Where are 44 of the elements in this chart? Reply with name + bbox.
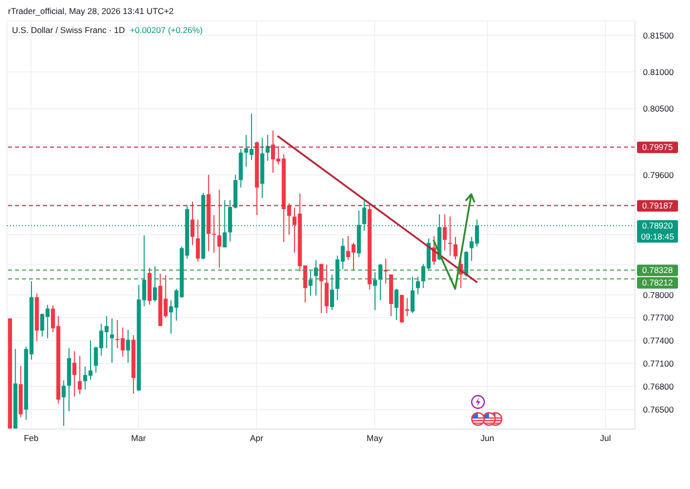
candlestick [410, 276, 415, 314]
y-tick-label: 0.77100 [643, 358, 674, 368]
candlestick [126, 329, 130, 364]
candlestick [378, 263, 382, 301]
y-tick-label: 0.77400 [643, 336, 674, 346]
ref-line-label: 0.78920 09:18:45 [640, 220, 674, 242]
candlestick [394, 288, 398, 320]
x-tick-label: Jul [600, 433, 612, 443]
candlestick [330, 274, 334, 311]
candlestick [72, 350, 76, 398]
x-tick-label: Mar [131, 433, 146, 443]
ref-line-label: 0.79187 [642, 200, 674, 210]
candlestick [308, 270, 313, 296]
candlestick [372, 272, 377, 311]
candlestick [319, 263, 324, 314]
candlestick [314, 260, 318, 296]
x-tick-label: Feb [24, 433, 39, 443]
y-tick-label: 0.80500 [643, 103, 674, 114]
x-tick-label: Apr [250, 433, 264, 443]
candlestick [152, 266, 157, 302]
x-tick-label: Jun [480, 433, 495, 443]
candlestick [217, 189, 222, 268]
y-tick-label: 0.81500 [643, 30, 674, 40]
y-tick-label: 0.76800 [643, 382, 674, 392]
candlestick [62, 380, 66, 426]
ref-line-label: 0.78328 [642, 264, 674, 275]
text: rTrader_official, May 28, 2026 13:41 UTC+2 [8, 5, 174, 17]
candlestick [196, 219, 200, 262]
y-tick-label: 0.76500 [643, 404, 674, 415]
candlestick [416, 276, 420, 295]
ref-line-label: 0.79975 [642, 142, 674, 152]
ref-line-label: 0.78212 [642, 277, 674, 288]
y-tick-label: 0.78000 [643, 290, 674, 300]
chart-subtitle: +0.00207 (+0.26%) [130, 24, 203, 34]
candlestick [212, 214, 216, 254]
candlestick [190, 201, 194, 246]
candlestick [78, 355, 82, 395]
x-tick-label: May [366, 433, 384, 443]
y-tick-label: 0.77700 [643, 312, 674, 323]
y-tick-label: 0.81000 [643, 66, 674, 77]
y-tick-label: 0.79600 [643, 170, 674, 180]
candlestick [110, 318, 114, 364]
candlestick [324, 264, 329, 314]
chart-title: U.S. Dollar / Swiss Franc · 1D [12, 24, 125, 34]
